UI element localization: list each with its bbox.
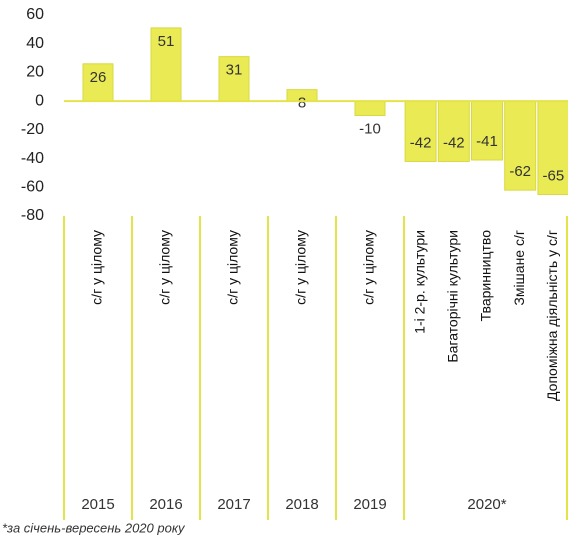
y-tick-label: 40: [26, 35, 44, 52]
y-tick-label: 20: [26, 64, 44, 81]
value-label: 8: [298, 95, 306, 112]
category-label: Тваринництво: [478, 230, 494, 322]
bar: [150, 27, 182, 102]
group-label: 2017: [217, 496, 250, 513]
category-label: с/г у цілому: [89, 230, 105, 305]
y-tick-label: -20: [21, 121, 44, 138]
bar: [537, 100, 568, 195]
footnote: *за січень-вересень 2020 року: [2, 520, 186, 535]
y-tick-label: 60: [26, 6, 44, 23]
bar: [404, 100, 437, 162]
y-tick-label: -60: [21, 179, 44, 196]
group-label: 2020*: [467, 496, 506, 513]
group-label: 2019: [353, 496, 386, 513]
value-label: -10: [359, 120, 381, 137]
bar: [218, 56, 250, 102]
y-tick-label: 0: [35, 92, 44, 109]
group-label: 2016: [149, 496, 182, 513]
category-label: Допоміжна діяльність у с/г: [544, 230, 560, 401]
value-label: -42: [443, 134, 465, 151]
y-tick-label: -40: [21, 150, 44, 167]
bar: [471, 100, 503, 161]
bar: [354, 100, 386, 117]
category-label: Змішане с/г: [511, 230, 527, 306]
category-label: с/г у цілому: [225, 230, 241, 305]
bar: [437, 100, 470, 162]
value-label: -62: [509, 163, 531, 180]
category-label: с/г у цілому: [157, 230, 173, 305]
category-label: с/г у цілому: [293, 230, 309, 305]
value-label: -65: [543, 167, 565, 184]
value-label: 51: [158, 33, 175, 50]
group-label: 2018: [285, 496, 318, 513]
category-label: Багаторічні культури: [445, 230, 461, 363]
value-label: -41: [476, 133, 498, 150]
category-label: 1-і 2-р. культури: [411, 230, 427, 334]
y-tick-label: -80: [21, 207, 44, 224]
category-label: с/г у цілому: [361, 230, 377, 305]
group-label: 2015: [81, 496, 114, 513]
value-label: 31: [226, 62, 243, 79]
value-label: -42: [410, 134, 432, 151]
value-label: 26: [90, 69, 107, 86]
